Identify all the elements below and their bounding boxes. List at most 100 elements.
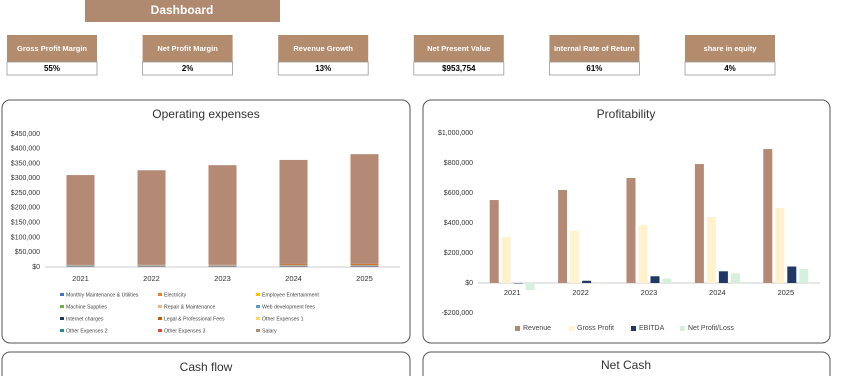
y-tick-label: $1,000,000 xyxy=(438,130,473,137)
legend-label: Internet charges xyxy=(66,316,104,322)
y-tick-label: $200,000 xyxy=(11,205,40,212)
kpi-label: Revenue Growth xyxy=(293,44,353,53)
x-tick-label: 2024 xyxy=(709,288,726,297)
x-tick-label: 2023 xyxy=(214,274,231,283)
legend-label: Employee Entertainment xyxy=(262,292,319,298)
legend-label: Legal & Professional Fees xyxy=(164,316,225,322)
legend-swatch xyxy=(158,317,162,320)
kpi-label-group: Gross Profit Margin xyxy=(17,44,87,53)
header-title: Dashboard xyxy=(151,3,214,17)
x-tick-label: 2025 xyxy=(777,288,794,297)
kpi-label-group: share in equity xyxy=(704,44,758,53)
bar xyxy=(525,283,535,291)
y-tick-label: $100,000 xyxy=(11,234,40,241)
bar xyxy=(638,224,648,283)
y-tick-label: $200,000 xyxy=(444,250,473,257)
legend-swatch xyxy=(60,329,64,332)
legend-label: Net Profit/Loss xyxy=(688,325,734,332)
y-tick-label: $300,000 xyxy=(11,175,40,182)
bar-segment xyxy=(137,170,166,265)
x-tick-label: 2021 xyxy=(504,288,521,297)
x-tick-label: 2021 xyxy=(72,274,89,283)
legend-swatch xyxy=(680,326,685,331)
y-tick-label: $0 xyxy=(32,264,40,271)
bar-segment xyxy=(208,165,237,265)
y-tick-label: $0 xyxy=(465,280,473,287)
legend-label: Web development fees xyxy=(262,304,315,310)
bar xyxy=(730,273,740,283)
kpi-header xyxy=(413,35,504,62)
legend-swatch xyxy=(158,305,162,308)
kpi-label: share in equity xyxy=(704,44,758,53)
legend-swatch xyxy=(631,326,636,331)
panel xyxy=(1,99,411,344)
bar-segment xyxy=(279,159,308,264)
legend-label: Monthly Maintenance & Utilities xyxy=(66,292,139,298)
y-tick-label: $600,000 xyxy=(444,190,473,197)
legend-swatch xyxy=(569,326,574,331)
legend-label: Salary xyxy=(262,328,277,334)
legend-swatch xyxy=(60,293,64,296)
x-tick-label: 2023 xyxy=(641,288,658,297)
kpi-label-group: Net Present Value xyxy=(427,44,490,53)
bar xyxy=(799,269,809,283)
y-tick-label: $400,000 xyxy=(444,220,473,227)
legend-label: Other Expenses 3 xyxy=(164,328,206,334)
y-tick-label: $400,000 xyxy=(11,146,40,153)
legend-label: Other Expenses 2 xyxy=(66,328,108,334)
legend-swatch xyxy=(60,305,64,308)
bar xyxy=(594,283,604,284)
kpi-value-box xyxy=(684,61,776,76)
bar-segment xyxy=(350,264,379,266)
chart-title: Operating expenses xyxy=(152,107,259,121)
bar xyxy=(558,190,568,283)
y-tick-label: -$200,000 xyxy=(441,310,473,317)
kpi-value-box xyxy=(413,61,505,76)
legend-label: Electricity xyxy=(164,292,187,298)
y-tick-label: $50,000 xyxy=(15,249,40,256)
legend-label: Repair & Maintenance xyxy=(164,304,215,310)
kpi-header xyxy=(549,35,640,62)
bar-segment xyxy=(279,264,308,266)
legend-swatch xyxy=(158,293,162,296)
bar xyxy=(662,278,672,283)
x-tick-label: 2025 xyxy=(356,274,373,283)
bar-segment xyxy=(66,175,95,265)
panel-title: Net Cash xyxy=(601,358,651,372)
kpi-header xyxy=(278,35,369,62)
legend-label: Machine Supplies xyxy=(66,304,107,310)
kpi-label: Internal Rate of Return xyxy=(554,44,635,53)
bar-segment xyxy=(66,266,95,267)
bar-segment xyxy=(137,266,166,267)
panel-title: Cash flow xyxy=(180,360,233,374)
y-tick-label: $450,000 xyxy=(11,131,40,138)
y-tick-label: $800,000 xyxy=(444,160,473,167)
bar xyxy=(501,236,511,283)
legend-swatch xyxy=(256,305,260,308)
x-tick-label: 2022 xyxy=(143,274,160,283)
bar xyxy=(787,266,797,283)
kpi-header xyxy=(7,35,97,62)
kpi-label: Net Present Value xyxy=(427,44,490,53)
kpi-value: 4% xyxy=(724,64,736,73)
y-tick-label: $350,000 xyxy=(11,160,40,167)
kpi-value: 13% xyxy=(315,64,331,73)
kpi-value-box xyxy=(277,61,369,76)
kpi-header xyxy=(685,35,775,62)
legend-swatch xyxy=(256,329,260,332)
chart-title: Profitability xyxy=(597,107,656,121)
header-bar xyxy=(85,0,280,22)
bar xyxy=(650,276,660,283)
kpi-value: 61% xyxy=(586,64,602,73)
kpi-value-box xyxy=(142,61,234,76)
x-tick-label: 2022 xyxy=(572,288,589,297)
legend-label: Other Expenses 1 xyxy=(262,316,304,322)
y-tick-label: $250,000 xyxy=(11,190,40,197)
kpi-header xyxy=(142,35,233,62)
legend-label: Revenue xyxy=(523,325,551,332)
bar xyxy=(694,164,704,283)
bar-segment xyxy=(350,266,379,267)
kpi-label: Gross Profit Margin xyxy=(17,44,87,53)
